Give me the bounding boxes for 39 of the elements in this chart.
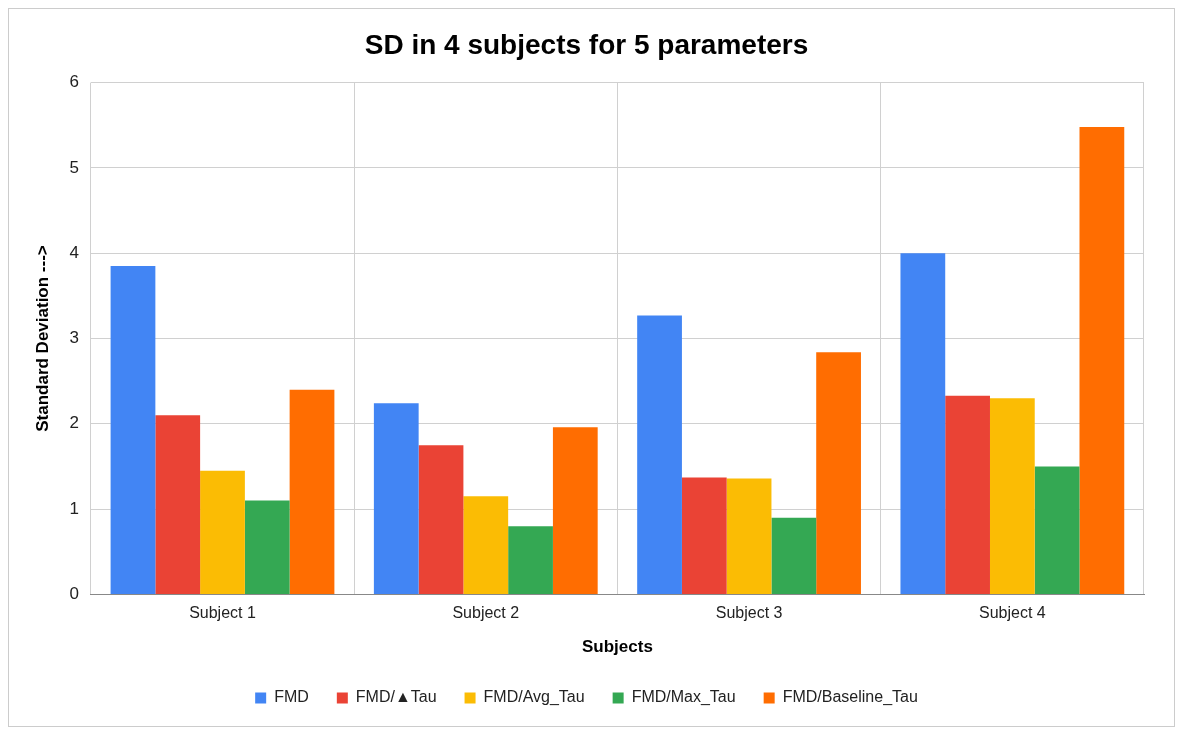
bar bbox=[1079, 126, 1125, 594]
y-axis-title: Standard Deviation ---> bbox=[32, 245, 52, 432]
bar bbox=[110, 266, 156, 594]
y-tick-label: 4 bbox=[69, 242, 79, 262]
bar bbox=[900, 253, 946, 594]
bar bbox=[373, 403, 419, 594]
legend-label: FMD/Avg_Tau bbox=[483, 688, 585, 707]
bar bbox=[1034, 466, 1080, 594]
chart-title: SD in 4 subjects for 5 parameters bbox=[364, 28, 809, 60]
bar bbox=[200, 470, 245, 594]
bar bbox=[289, 389, 335, 594]
legend-label: FMD/▲Tau bbox=[355, 688, 437, 706]
legend-label: FMD/Max_Tau bbox=[631, 688, 736, 707]
bar bbox=[989, 398, 1035, 594]
y-tick-label: 6 bbox=[69, 72, 79, 92]
bar bbox=[637, 315, 682, 594]
bar bbox=[508, 526, 553, 594]
legend-label: FMD/Baseline_Tau bbox=[782, 688, 918, 707]
y-tick-label: 3 bbox=[69, 328, 79, 348]
y-tick-label: 1 bbox=[69, 498, 79, 518]
bar bbox=[155, 415, 201, 594]
x-tick-label: Subject 4 bbox=[979, 604, 1046, 622]
x-axis-title: Subjects bbox=[582, 637, 653, 657]
bar bbox=[244, 500, 290, 594]
bar bbox=[418, 445, 464, 594]
bar bbox=[463, 496, 509, 594]
y-tick-label: 2 bbox=[69, 413, 79, 433]
bar bbox=[726, 478, 772, 594]
bar bbox=[816, 352, 861, 594]
x-tick-label: Subject 1 bbox=[189, 604, 256, 622]
x-tick-label: Subject 2 bbox=[452, 604, 520, 622]
y-tick-label: 0 bbox=[69, 584, 79, 604]
y-tick-label: 5 bbox=[69, 157, 79, 177]
legend-label: FMD bbox=[274, 688, 309, 706]
x-tick-label: Subject 3 bbox=[715, 604, 783, 622]
bar bbox=[945, 395, 990, 594]
bar bbox=[681, 477, 727, 594]
bar bbox=[552, 427, 598, 594]
bar bbox=[771, 517, 817, 594]
